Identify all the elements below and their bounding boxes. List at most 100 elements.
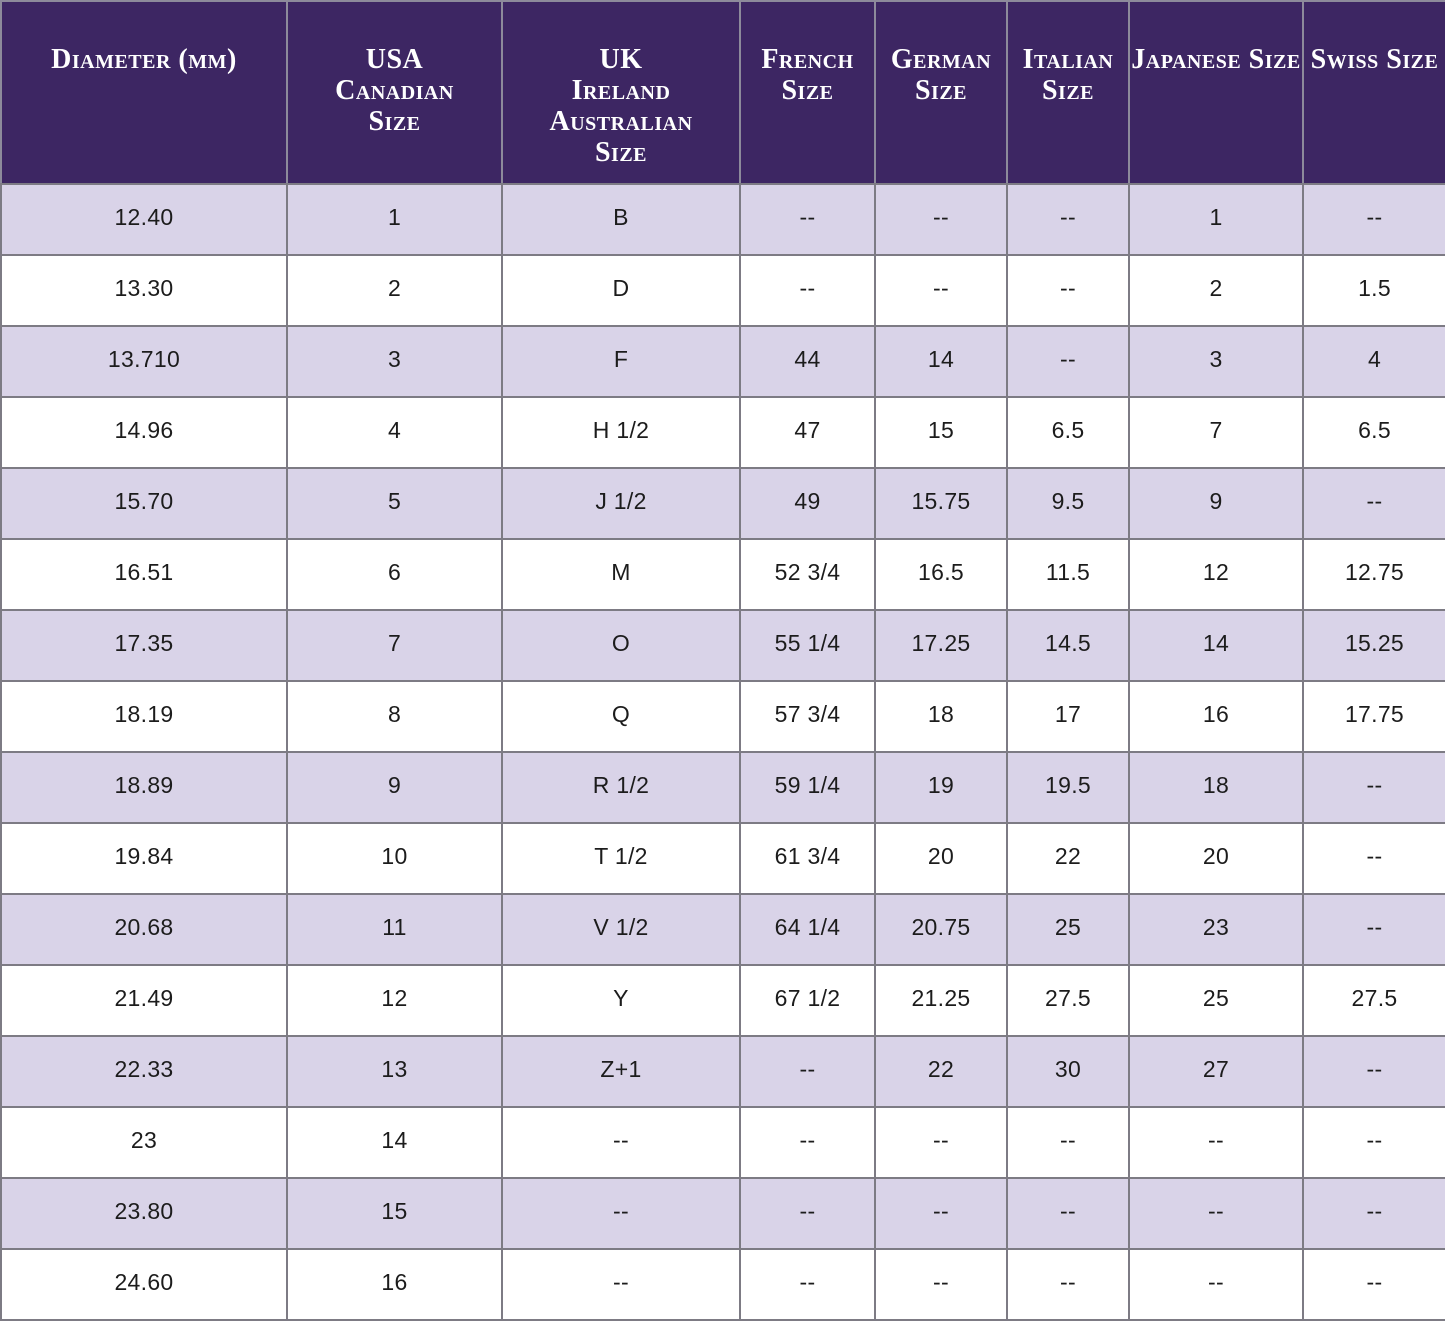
table-cell-italian-size: -- [1006,325,1130,398]
table-cell-japanese-size: -- [1128,1177,1304,1250]
table-cell-japanese-size: -- [1128,1106,1304,1179]
column-header-uk-ireland-australian-size: UK Ireland Australian Size [501,0,741,185]
table-cell-usa-canadian-size: 16 [286,1248,503,1321]
table-cell-uk-ireland-australian-size: V 1/2 [501,893,741,966]
table-cell-french-size: 55 1/4 [739,609,876,682]
table-cell-german-size: -- [874,183,1008,256]
table-cell-german-size: -- [874,1177,1008,1250]
table-cell-japanese-size: 25 [1128,964,1304,1037]
column-header-german-size: German Size [874,0,1008,185]
table-row: 23 14 -- -- -- -- -- -- [0,1106,1445,1179]
table-cell-japanese-size: 12 [1128,538,1304,611]
table-cell-swiss-size: 15.25 [1302,609,1445,682]
column-header-diameter-mm: Diameter (mm) [0,0,288,185]
table-cell-italian-size: 11.5 [1006,538,1130,611]
table-cell-japanese-size: 1 [1128,183,1304,256]
table-row: 18.89 9 R 1/2 59 1/4 19 19.5 18 -- [0,751,1445,824]
table-cell-japanese-size: 23 [1128,893,1304,966]
table-cell-swiss-size: 12.75 [1302,538,1445,611]
table-cell-italian-size: -- [1006,1177,1130,1250]
table-cell-french-size: 47 [739,396,876,469]
table-cell-diameter-mm: 19.84 [0,822,288,895]
table-cell-diameter-mm: 22.33 [0,1035,288,1108]
table-row: 17.35 7 O 55 1/4 17.25 14.5 14 15.25 [0,609,1445,682]
table-cell-french-size: 64 1/4 [739,893,876,966]
table-row: 19.84 10 T 1/2 61 3/4 20 22 20 -- [0,822,1445,895]
table-cell-swiss-size: -- [1302,1106,1445,1179]
table-cell-swiss-size: -- [1302,822,1445,895]
table-cell-japanese-size: 7 [1128,396,1304,469]
table-cell-french-size: 49 [739,467,876,540]
table-cell-italian-size: 22 [1006,822,1130,895]
table-cell-italian-size: -- [1006,1248,1130,1321]
table-cell-usa-canadian-size: 5 [286,467,503,540]
table-cell-diameter-mm: 13.30 [0,254,288,327]
table-header: Diameter (mm) USA Canadian Size UK Ireland… [0,0,1445,185]
table-cell-uk-ireland-australian-size: Y [501,964,741,1037]
table-cell-diameter-mm: 18.19 [0,680,288,753]
table-cell-usa-canadian-size: 15 [286,1177,503,1250]
table-cell-french-size: 57 3/4 [739,680,876,753]
table-row: 18.19 8 Q 57 3/4 18 17 16 17.75 [0,680,1445,753]
table-cell-uk-ireland-australian-size: B [501,183,741,256]
table-cell-italian-size: 6.5 [1006,396,1130,469]
table-cell-japanese-size: -- [1128,1248,1304,1321]
table-cell-diameter-mm: 16.51 [0,538,288,611]
table-cell-usa-canadian-size: 8 [286,680,503,753]
table-cell-french-size: 52 3/4 [739,538,876,611]
table-cell-italian-size: 30 [1006,1035,1130,1108]
table-cell-swiss-size: -- [1302,183,1445,256]
table-cell-italian-size: 14.5 [1006,609,1130,682]
table-row: 13.710 3 F 44 14 -- 3 4 [0,325,1445,398]
table-cell-uk-ireland-australian-size: -- [501,1177,741,1250]
table-cell-uk-ireland-australian-size: H 1/2 [501,396,741,469]
table-cell-german-size: 22 [874,1035,1008,1108]
table-row: 16.51 6 M 52 3/4 16.5 11.5 12 12.75 [0,538,1445,611]
table-cell-german-size: -- [874,254,1008,327]
table-cell-japanese-size: 14 [1128,609,1304,682]
table-cell-uk-ireland-australian-size: J 1/2 [501,467,741,540]
table-row: 23.80 15 -- -- -- -- -- -- [0,1177,1445,1250]
table-cell-italian-size: -- [1006,183,1130,256]
table-cell-french-size: 67 1/2 [739,964,876,1037]
table-cell-uk-ireland-australian-size: T 1/2 [501,822,741,895]
table-cell-japanese-size: 18 [1128,751,1304,824]
table-cell-diameter-mm: 14.96 [0,396,288,469]
table-cell-swiss-size: -- [1302,467,1445,540]
table-cell-french-size: -- [739,1248,876,1321]
table-cell-italian-size: 27.5 [1006,964,1130,1037]
table-cell-uk-ireland-australian-size: M [501,538,741,611]
table-cell-swiss-size: -- [1302,751,1445,824]
table-cell-german-size: 20 [874,822,1008,895]
table-cell-uk-ireland-australian-size: R 1/2 [501,751,741,824]
table-row: 22.33 13 Z+1 -- 22 30 27 -- [0,1035,1445,1108]
table-cell-german-size: 16.5 [874,538,1008,611]
table-cell-italian-size: 19.5 [1006,751,1130,824]
table-cell-diameter-mm: 15.70 [0,467,288,540]
table-cell-japanese-size: 16 [1128,680,1304,753]
table-cell-german-size: 19 [874,751,1008,824]
table-cell-japanese-size: 27 [1128,1035,1304,1108]
table-cell-japanese-size: 20 [1128,822,1304,895]
table-cell-italian-size: 25 [1006,893,1130,966]
column-header-usa-canadian-size: USA Canadian Size [286,0,503,185]
header-row: Diameter (mm) USA Canadian Size UK Ireland… [0,0,1445,185]
table-cell-german-size: 14 [874,325,1008,398]
table-cell-usa-canadian-size: 11 [286,893,503,966]
table-cell-french-size: 59 1/4 [739,751,876,824]
table-row: 24.60 16 -- -- -- -- -- -- [0,1248,1445,1321]
table-cell-diameter-mm: 23.80 [0,1177,288,1250]
table-cell-swiss-size: 27.5 [1302,964,1445,1037]
table-cell-diameter-mm: 23 [0,1106,288,1179]
table-cell-usa-canadian-size: 14 [286,1106,503,1179]
table-cell-german-size: -- [874,1106,1008,1179]
table-cell-diameter-mm: 21.49 [0,964,288,1037]
table-cell-uk-ireland-australian-size: Z+1 [501,1035,741,1108]
table-cell-japanese-size: 3 [1128,325,1304,398]
table-cell-french-size: 44 [739,325,876,398]
table-cell-diameter-mm: 17.35 [0,609,288,682]
table-cell-diameter-mm: 12.40 [0,183,288,256]
table-cell-usa-canadian-size: 13 [286,1035,503,1108]
table-cell-swiss-size: 1.5 [1302,254,1445,327]
